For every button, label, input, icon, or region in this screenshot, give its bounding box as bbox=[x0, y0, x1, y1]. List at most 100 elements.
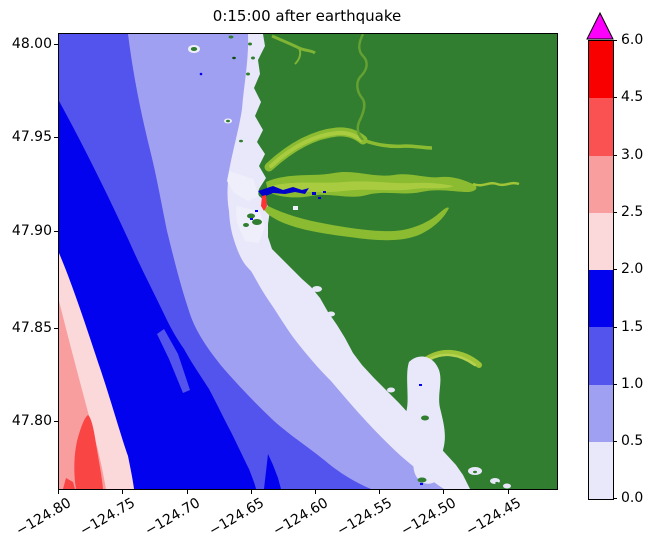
ocean-band-3.0-4.5-blob bbox=[74, 415, 103, 489]
beach-green-2 bbox=[251, 56, 255, 60]
colorbar-tick bbox=[613, 327, 617, 328]
colorbar-tick-label: 0.0 bbox=[621, 490, 644, 506]
valley-lower bbox=[264, 206, 449, 241]
colorbar-seg-1.0-1.5 bbox=[589, 327, 613, 385]
y-tick-label: 47.90 bbox=[11, 223, 52, 239]
x-tick-label: −124.60 bbox=[270, 495, 331, 540]
coast-pocket-1 bbox=[312, 286, 322, 292]
map-axes bbox=[58, 33, 558, 490]
x-tick-mark bbox=[508, 490, 509, 494]
x-tick-label: −124.55 bbox=[334, 495, 395, 540]
spit-lobe-south bbox=[236, 206, 265, 243]
colorbar bbox=[588, 40, 614, 500]
islet-2 bbox=[228, 35, 234, 39]
plot-title: 0:15:00 after earthquake bbox=[212, 7, 402, 25]
mouth-islet-1 bbox=[247, 213, 255, 219]
ocean-band-1.5-2.0 bbox=[59, 101, 256, 489]
mouth-blue-speck-1 bbox=[255, 210, 258, 212]
valley-main-tail bbox=[472, 181, 520, 187]
red-bump bbox=[63, 478, 75, 489]
islet-5 bbox=[239, 139, 243, 143]
coast-pocket-islet-2 bbox=[495, 481, 499, 485]
y-tick-mark bbox=[54, 328, 58, 329]
colorbar-seg-3.0-4.5 bbox=[589, 98, 613, 156]
colorbar-seg-0.5-1.0 bbox=[589, 384, 613, 442]
x-tick-label: −124.65 bbox=[206, 495, 267, 540]
colorbar-tick-label: 2.5 bbox=[621, 204, 644, 220]
river-channel bbox=[258, 186, 309, 197]
x-tick-label: −124.50 bbox=[398, 495, 459, 540]
land bbox=[254, 34, 557, 489]
deep-blue-finger bbox=[264, 454, 281, 489]
colorbar-tick bbox=[613, 269, 617, 270]
y-tick-label: 47.95 bbox=[11, 129, 52, 145]
spit-lobe-north bbox=[227, 171, 259, 201]
contour-map bbox=[59, 34, 557, 489]
colorbar-tick bbox=[613, 441, 617, 442]
mouth-blue-speck-2 bbox=[250, 218, 253, 220]
x-tick-label: −124.75 bbox=[77, 495, 138, 540]
colorbar-tick bbox=[613, 40, 617, 41]
colorbar-seg-0.0-0.5 bbox=[589, 441, 613, 499]
mouth-white-pocket bbox=[293, 206, 298, 210]
valley-upper-tail bbox=[362, 138, 433, 150]
islet-4 bbox=[226, 119, 230, 123]
colorbar-tick-label: 0.5 bbox=[621, 433, 644, 449]
colorbar-tick bbox=[613, 97, 617, 98]
colorbar-tick bbox=[613, 384, 617, 385]
y-tick-mark bbox=[54, 137, 58, 138]
x-tick-mark bbox=[251, 490, 252, 494]
colorbar-tick-label: 1.0 bbox=[621, 376, 644, 392]
islet-blue-dot bbox=[199, 72, 203, 76]
colorbar-tick bbox=[613, 212, 617, 213]
estuary-islet-1 bbox=[421, 415, 429, 421]
mouth-hotspot bbox=[261, 195, 267, 211]
x-tick-mark bbox=[443, 490, 444, 494]
x-tick-label: −124.80 bbox=[13, 495, 75, 540]
x-tick-mark bbox=[122, 490, 123, 494]
coast-pocket-6 bbox=[503, 483, 511, 489]
x-tick-label: −124.70 bbox=[142, 495, 203, 540]
coast-pocket-3 bbox=[387, 387, 395, 393]
y-tick-mark bbox=[54, 44, 58, 45]
y-tick-mark bbox=[54, 231, 58, 232]
mouth-islet-3 bbox=[243, 223, 249, 227]
y-tick-mark bbox=[54, 421, 58, 422]
coast-pocket-2 bbox=[327, 311, 335, 317]
medium-blue-streak bbox=[157, 329, 190, 393]
x-tick-label: −124.45 bbox=[463, 495, 524, 540]
valley-coast-streak-2 bbox=[294, 47, 302, 65]
colorbar-seg-1.5-2.0 bbox=[589, 270, 613, 328]
estuary-blue-speck-2 bbox=[420, 483, 423, 485]
colorbar-seg-4.5-6.0 bbox=[589, 41, 613, 99]
valley-north-loop bbox=[356, 34, 368, 141]
deep-blue-sliver-2 bbox=[59, 169, 70, 197]
mouth-islet-2 bbox=[252, 219, 262, 225]
x-tick-mark bbox=[58, 490, 59, 494]
beach-green-1 bbox=[248, 42, 252, 46]
colorbar-tick bbox=[613, 155, 617, 156]
valley-main-core bbox=[271, 181, 454, 193]
river-speck-3 bbox=[323, 191, 326, 193]
colorbar-tick-label: 6.0 bbox=[621, 32, 644, 48]
x-tick-mark bbox=[315, 490, 316, 494]
colorbar-tick-label: 1.5 bbox=[621, 319, 644, 335]
y-tick-label: 48.00 bbox=[11, 36, 52, 52]
valley-upper-core bbox=[269, 130, 363, 168]
y-tick-label: 47.85 bbox=[11, 320, 52, 336]
y-tick-label: 47.80 bbox=[11, 413, 52, 429]
colorbar-tick bbox=[613, 498, 617, 499]
colorbar-tick-label: 4.5 bbox=[621, 89, 644, 105]
colorbar-tick-label: 2.0 bbox=[621, 261, 644, 277]
river-speck-2 bbox=[318, 197, 321, 199]
estuary-islet-2 bbox=[417, 477, 427, 483]
colorbar-seg-2.5-3.0 bbox=[589, 155, 613, 213]
beach-green-3 bbox=[246, 72, 250, 76]
colorbar-tick-label: 3.0 bbox=[621, 147, 644, 163]
islet-1 bbox=[190, 47, 198, 51]
colorbar-seg-2.0-2.5 bbox=[589, 212, 613, 270]
estuary-blue-speck-1 bbox=[419, 384, 422, 386]
coast-pocket-islet-1 bbox=[473, 470, 477, 474]
x-tick-mark bbox=[379, 490, 380, 494]
